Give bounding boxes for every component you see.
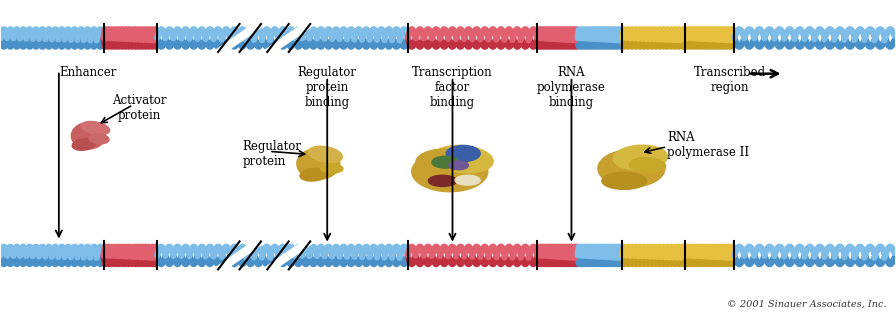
Ellipse shape — [297, 148, 340, 179]
Ellipse shape — [449, 161, 469, 170]
Text: RNA
polymerase II: RNA polymerase II — [668, 131, 749, 159]
Ellipse shape — [434, 145, 493, 173]
Ellipse shape — [428, 175, 457, 187]
Ellipse shape — [455, 175, 480, 185]
Ellipse shape — [82, 121, 109, 135]
Text: RNA
polymerase
binding: RNA polymerase binding — [537, 66, 606, 109]
Ellipse shape — [602, 172, 647, 189]
Ellipse shape — [321, 164, 343, 173]
Ellipse shape — [412, 151, 487, 192]
Ellipse shape — [446, 145, 480, 162]
Text: Transcription
factor
binding: Transcription factor binding — [412, 66, 493, 109]
Ellipse shape — [613, 145, 668, 170]
Ellipse shape — [300, 168, 328, 181]
Ellipse shape — [432, 156, 459, 168]
Ellipse shape — [629, 158, 666, 173]
Ellipse shape — [72, 123, 106, 149]
Ellipse shape — [89, 134, 109, 144]
Ellipse shape — [73, 139, 96, 150]
Text: Regulator
protein: Regulator protein — [242, 140, 301, 168]
Ellipse shape — [416, 149, 466, 172]
Text: Enhancer: Enhancer — [59, 66, 116, 79]
Ellipse shape — [308, 146, 342, 163]
Text: Activator
protein: Activator protein — [112, 94, 167, 122]
Text: © 2001 Sinauer Associates, Inc.: © 2001 Sinauer Associates, Inc. — [727, 299, 886, 308]
Ellipse shape — [598, 150, 665, 187]
Text: Regulator
protein
binding: Regulator protein binding — [297, 66, 357, 109]
Text: Transcribed
region: Transcribed region — [694, 66, 766, 94]
